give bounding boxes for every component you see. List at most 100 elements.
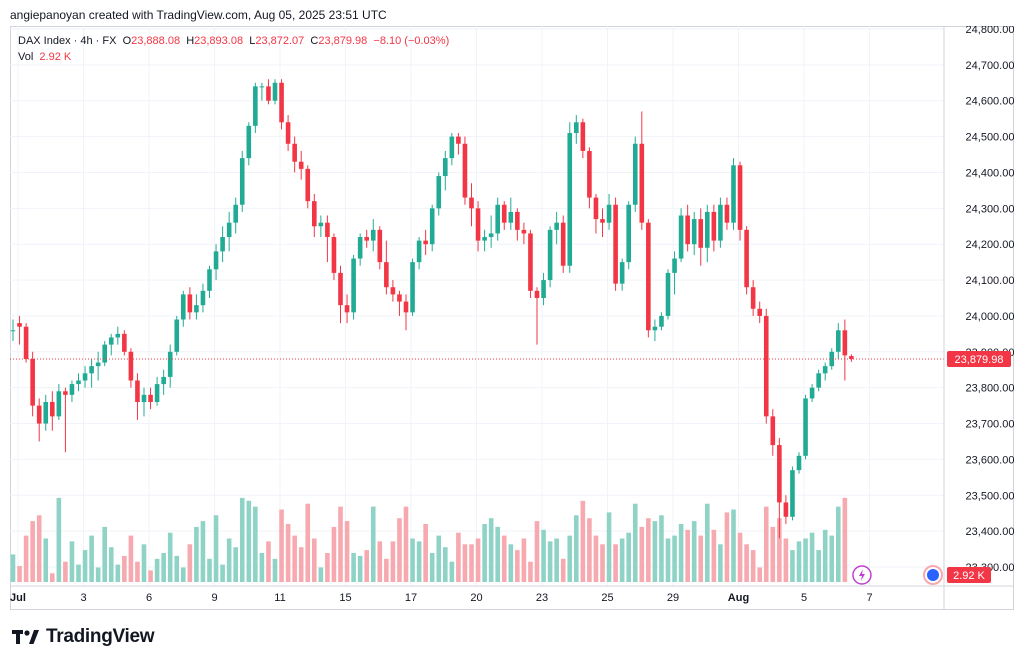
volume-bar: [711, 529, 717, 582]
candle-body: [279, 82, 284, 123]
footer-brand: TradingView: [12, 626, 155, 648]
candle-body: [488, 233, 494, 238]
change-value: −8.10 (−0.03%): [373, 35, 450, 47]
candle-body: [154, 384, 160, 403]
candle-body: [443, 158, 448, 177]
candle-body: [95, 362, 101, 367]
volume-bar: [770, 526, 776, 582]
volume-bar: [685, 529, 690, 582]
candle-body: [783, 502, 789, 517]
time-tick-label: 5: [801, 592, 807, 604]
volume-bar: [390, 541, 396, 582]
volume-bar: [646, 518, 651, 582]
candle-body: [777, 445, 782, 503]
candle-body: [724, 204, 730, 223]
candlestick-chart[interactable]: 23,300.0023,400.0023,500.0023,600.0023,7…: [10, 26, 1014, 610]
candle-body: [672, 258, 677, 273]
candle-body: [646, 222, 651, 331]
candle-body: [619, 262, 625, 284]
volume-bar: [541, 529, 546, 582]
price-tick-label: 24,500.00: [966, 132, 1014, 144]
volume-bar: [292, 535, 297, 582]
volume-bar: [521, 538, 527, 582]
low-key: L: [249, 35, 256, 47]
candle-body: [259, 86, 265, 88]
time-tick-label: Aug: [728, 592, 749, 604]
candle-body: [475, 208, 481, 241]
candle-body: [272, 82, 278, 101]
candle-body: [685, 215, 690, 245]
volume-bar: [737, 532, 743, 582]
candle-body: [429, 208, 435, 245]
candle-body: [659, 315, 664, 327]
candle-body: [23, 326, 29, 359]
candle-body: [69, 384, 75, 395]
candle-body: [763, 315, 769, 417]
candle-body: [711, 211, 717, 241]
ohlc-row: DAX Index · 4h · FX O23,888.08 H23,893.0…: [18, 33, 449, 49]
candle-body: [76, 380, 81, 385]
candle-body: [17, 323, 22, 327]
volume-bar: [246, 500, 252, 582]
candle-body: [397, 294, 402, 302]
price-tick-label: 24,800.00: [966, 26, 1014, 36]
volume-bar: [318, 567, 324, 582]
price-tick-label: 24,600.00: [966, 96, 1014, 108]
candle-body: [102, 344, 107, 363]
tradingview-logo-icon: [12, 628, 40, 646]
time-tick-label: 9: [211, 592, 217, 604]
candle-body: [665, 272, 671, 316]
candle-body: [174, 319, 180, 352]
volume-bar: [580, 500, 586, 582]
candle-body: [849, 356, 854, 359]
volume-bar: [724, 512, 730, 582]
candle-body: [593, 197, 599, 220]
volume-bar: [777, 518, 782, 582]
close-value: 23,879.98: [318, 35, 368, 47]
candle-body: [148, 394, 153, 403]
candle-body: [82, 373, 88, 381]
candle-body: [30, 358, 35, 406]
volume-bar: [672, 535, 677, 582]
time-axis: Jul 3 6 9 11 15 17 20 23 25 29 Aug 5 7: [10, 585, 1014, 604]
time-tick-label: 25: [601, 592, 613, 604]
volume-bar: [50, 573, 55, 582]
price-tick-label: 24,400.00: [966, 167, 1014, 179]
volume-bar: [750, 550, 756, 582]
candle-body: [181, 294, 186, 320]
volume-bar: [462, 544, 468, 582]
volume-bar: [148, 570, 153, 582]
volume-bar: [115, 564, 121, 582]
volume-bar: [475, 538, 481, 582]
candle-body: [10, 330, 16, 332]
time-tick-label: 7: [866, 592, 872, 604]
legend: DAX Index · 4h · FX O23,888.08 H23,893.0…: [18, 33, 449, 65]
candle-body: [495, 204, 500, 234]
candle-body: [554, 222, 559, 230]
candle-body: [606, 204, 612, 223]
volume-bar: [17, 566, 22, 582]
candle-body: [528, 233, 533, 291]
volume-bar: [757, 567, 762, 582]
candle-body: [436, 176, 442, 209]
time-tick-label: 20: [470, 592, 482, 604]
volume-bar: [370, 506, 376, 582]
volume-bar: [534, 521, 540, 582]
volume-bar: [763, 506, 769, 582]
high-value: 23,893.08: [194, 35, 244, 47]
time-tick-label: 23: [536, 592, 548, 604]
volume-bar: [194, 526, 199, 582]
volume-bar: [718, 544, 723, 582]
candle-body: [816, 373, 821, 388]
candle-body: [705, 211, 710, 248]
symbol-label: DAX Index · 4h · FX: [18, 35, 117, 47]
volume-bar: [226, 538, 232, 582]
candle-body: [515, 211, 520, 230]
volume-bar: [338, 506, 343, 582]
volume-bar: [829, 535, 835, 582]
candle-body: [822, 366, 828, 374]
candle-body: [803, 398, 808, 456]
candle-body: [796, 455, 802, 471]
volume-bar: [285, 524, 291, 582]
volume-bar: [659, 515, 664, 582]
